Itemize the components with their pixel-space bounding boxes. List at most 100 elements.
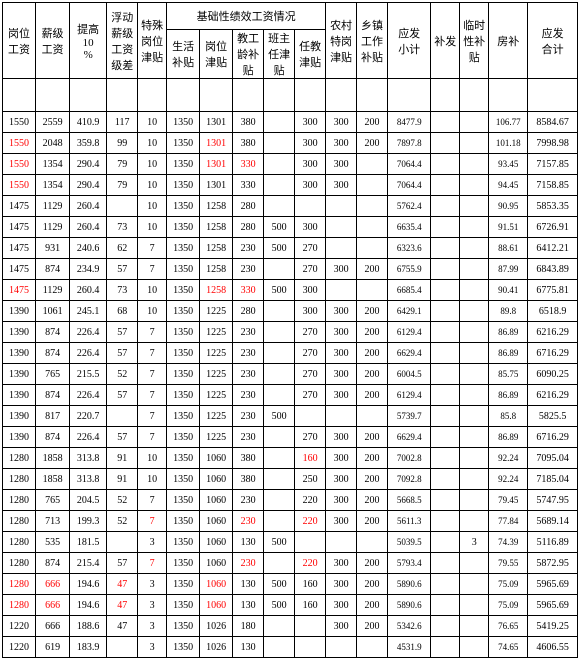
cell: 500 xyxy=(264,574,295,595)
cell: 313.8 xyxy=(70,448,107,469)
cell: 6716.29 xyxy=(528,343,578,364)
cell: 1060 xyxy=(200,469,233,490)
cell xyxy=(431,511,460,532)
cell: 1220 xyxy=(3,616,36,637)
cell: 359.8 xyxy=(70,133,107,154)
cell: 1258 xyxy=(200,280,233,301)
cell: 57 xyxy=(107,385,138,406)
cell: 76.65 xyxy=(489,616,528,637)
cell: 230 xyxy=(233,553,264,574)
cell: 4606.55 xyxy=(528,637,578,658)
cell: 200 xyxy=(357,322,388,343)
cell: 1026 xyxy=(200,616,233,637)
cell: 1350 xyxy=(167,595,200,616)
cell: 380 xyxy=(233,112,264,133)
cell: 300 xyxy=(295,133,326,154)
table-row: 1390874226.4577135012252302703002006629.… xyxy=(3,427,578,448)
cell: 1350 xyxy=(167,637,200,658)
cell xyxy=(264,448,295,469)
cell: 183.9 xyxy=(70,637,107,658)
cell: 200 xyxy=(357,469,388,490)
cell: 1550 xyxy=(3,175,36,196)
cell: 300 xyxy=(326,364,357,385)
cell: 817 xyxy=(36,406,70,427)
cell: 85.8 xyxy=(489,406,528,427)
table-row: 14751129260.47310135012583305003006685.4… xyxy=(3,280,578,301)
cell: 226.4 xyxy=(70,322,107,343)
cell: 230 xyxy=(233,343,264,364)
cell: 6629.4 xyxy=(388,343,431,364)
cell xyxy=(431,448,460,469)
cell: 6726.91 xyxy=(528,217,578,238)
cell: 52 xyxy=(107,511,138,532)
cell: 1858 xyxy=(36,469,70,490)
cell xyxy=(431,196,460,217)
cell xyxy=(431,343,460,364)
gap-row xyxy=(3,79,578,112)
table-body: 15502559410.9117101350130138030030020084… xyxy=(3,79,578,658)
cell: 6755.9 xyxy=(388,259,431,280)
gap-cell xyxy=(431,79,460,112)
cell xyxy=(431,175,460,196)
cell: 240.6 xyxy=(70,238,107,259)
cell: 6004.5 xyxy=(388,364,431,385)
cell xyxy=(460,553,489,574)
cell: 6685.4 xyxy=(388,280,431,301)
cell xyxy=(460,427,489,448)
cell: 1354 xyxy=(36,154,70,175)
col-group-jichu: 基础性绩效工资情况 xyxy=(167,3,326,30)
cell: 874 xyxy=(36,385,70,406)
cell: 5116.89 xyxy=(528,532,578,553)
cell: 1129 xyxy=(36,280,70,301)
cell: 4531.9 xyxy=(388,637,431,658)
cell: 500 xyxy=(264,595,295,616)
cell: 6518.9 xyxy=(528,301,578,322)
cell xyxy=(431,553,460,574)
cell xyxy=(431,385,460,406)
cell: 300 xyxy=(326,301,357,322)
cell: 91 xyxy=(107,469,138,490)
cell xyxy=(357,175,388,196)
cell: 5342.6 xyxy=(388,616,431,637)
cell: 74.39 xyxy=(489,532,528,553)
cell: 6716.29 xyxy=(528,427,578,448)
cell: 85.75 xyxy=(489,364,528,385)
cell xyxy=(431,301,460,322)
cell: 7158.85 xyxy=(528,175,578,196)
cell: 7 xyxy=(138,406,167,427)
gap-cell xyxy=(200,79,233,112)
cell: 1350 xyxy=(167,322,200,343)
cell: 90.41 xyxy=(489,280,528,301)
cell: 94.45 xyxy=(489,175,528,196)
cell: 200 xyxy=(357,112,388,133)
cell: 300 xyxy=(326,448,357,469)
cell: 250 xyxy=(295,469,326,490)
cell: 57 xyxy=(107,322,138,343)
cell: 226.4 xyxy=(70,427,107,448)
cell: 1301 xyxy=(200,154,233,175)
cell: 1129 xyxy=(36,217,70,238)
cell: 3 xyxy=(460,532,489,553)
cell: 765 xyxy=(36,490,70,511)
cell: 10 xyxy=(138,469,167,490)
cell: 1475 xyxy=(3,280,36,301)
cell: 1475 xyxy=(3,259,36,280)
cell: 73 xyxy=(107,217,138,238)
cell: 1280 xyxy=(3,532,36,553)
cell xyxy=(431,637,460,658)
gap-cell xyxy=(233,79,264,112)
cell: 86.89 xyxy=(489,427,528,448)
cell: 86.89 xyxy=(489,343,528,364)
cell xyxy=(295,532,326,553)
cell: 5965.69 xyxy=(528,595,578,616)
cell: 7002.8 xyxy=(388,448,431,469)
cell: 1350 xyxy=(167,175,200,196)
cell: 92.24 xyxy=(489,469,528,490)
cell: 7 xyxy=(138,343,167,364)
cell: 874 xyxy=(36,322,70,343)
cell: 300 xyxy=(295,280,326,301)
table-row: 15502048359.8991013501301380300300200789… xyxy=(3,133,578,154)
cell: 88.61 xyxy=(489,238,528,259)
cell: 280 xyxy=(233,196,264,217)
cell: 300 xyxy=(326,490,357,511)
